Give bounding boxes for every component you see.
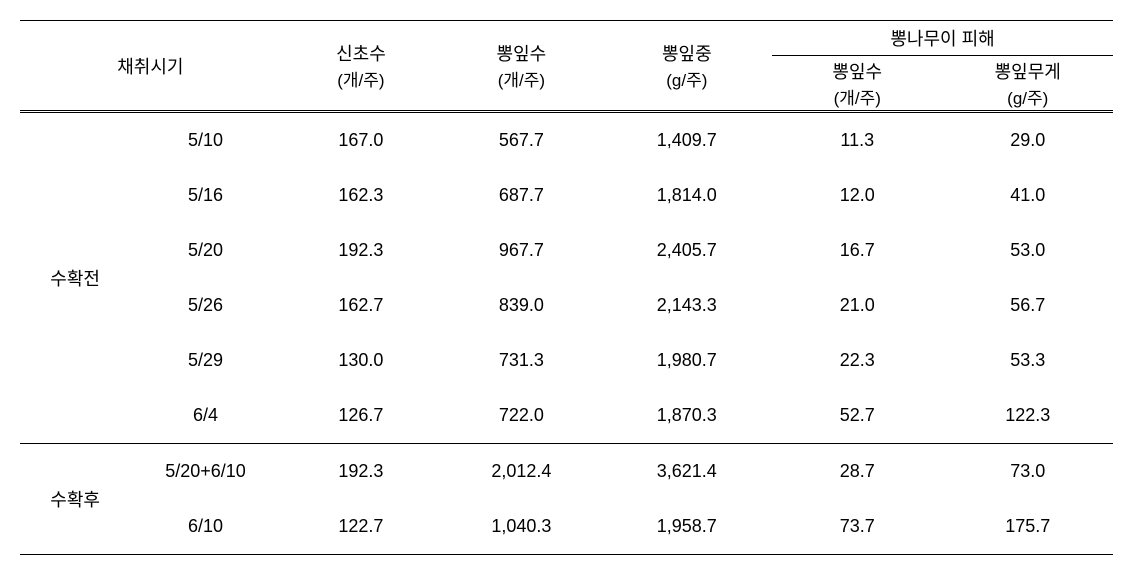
cell-value: 16.7 — [772, 223, 942, 278]
group-label: 채취시기 — [117, 57, 183, 77]
section-label: 수확후 — [20, 444, 130, 555]
cell-value: 967.7 — [441, 223, 601, 278]
col5-unit: (g/주) — [1007, 89, 1048, 108]
cell-value: 2,143.3 — [602, 278, 772, 333]
col1-title: 신초수 — [336, 44, 386, 64]
col2-unit: (개/주) — [498, 71, 545, 90]
col-header-1: 신초수 (개/주) — [281, 21, 441, 112]
cell-value: 73.7 — [772, 499, 942, 555]
cell-value: 53.0 — [942, 223, 1113, 278]
col4-unit: (개/주) — [834, 89, 881, 108]
cell-value: 41.0 — [942, 168, 1113, 223]
cell-value: 29.0 — [942, 112, 1113, 169]
table-row: 6/10 122.7 1,040.3 1,958.7 73.7 175.7 — [20, 499, 1113, 555]
cell-value: 1,814.0 — [602, 168, 772, 223]
cell-value: 167.0 — [281, 112, 441, 169]
cell-value: 192.3 — [281, 444, 441, 500]
cell-value: 192.3 — [281, 223, 441, 278]
cell-value: 130.0 — [281, 333, 441, 388]
cell-value: 22.3 — [772, 333, 942, 388]
cell-date: 5/20 — [130, 223, 280, 278]
cell-date: 5/16 — [130, 168, 280, 223]
cell-date: 6/10 — [130, 499, 280, 555]
col1-unit: (개/주) — [337, 71, 384, 90]
cell-date: 5/20+6/10 — [130, 444, 280, 500]
col-header-5: 뽕잎무게 (g/주) — [942, 56, 1113, 112]
col3-unit: (g/주) — [666, 71, 707, 90]
cell-value: 722.0 — [441, 388, 601, 444]
cell-value: 567.7 — [441, 112, 601, 169]
table-row: 5/20 192.3 967.7 2,405.7 16.7 53.0 — [20, 223, 1113, 278]
cell-value: 73.0 — [942, 444, 1113, 500]
cell-value: 1,980.7 — [602, 333, 772, 388]
cell-date: 5/26 — [130, 278, 280, 333]
cell-value: 1,958.7 — [602, 499, 772, 555]
cell-value: 122.3 — [942, 388, 1113, 444]
cell-value: 687.7 — [441, 168, 601, 223]
cell-value: 839.0 — [441, 278, 601, 333]
header-row-1: 채취시기 신초수 (개/주) 뽕잎수 (개/주) 뽕잎중 (g/주) 뽕나무이 … — [20, 21, 1113, 56]
col5-title: 뽕잎무게 — [995, 62, 1061, 82]
cell-value: 56.7 — [942, 278, 1113, 333]
col4-title: 뽕잎수 — [832, 62, 882, 82]
cell-value: 28.7 — [772, 444, 942, 500]
cell-value: 731.3 — [441, 333, 601, 388]
cell-value: 53.3 — [942, 333, 1113, 388]
cell-value: 122.7 — [281, 499, 441, 555]
col-header-2: 뽕잎수 (개/주) — [441, 21, 601, 112]
col-header-damage-group: 뽕나무이 피해 — [772, 21, 1113, 56]
table-row: 5/26 162.7 839.0 2,143.3 21.0 56.7 — [20, 278, 1113, 333]
col3-title: 뽕잎중 — [662, 44, 712, 64]
col2-title: 뽕잎수 — [497, 44, 547, 64]
cell-value: 11.3 — [772, 112, 942, 169]
cell-value: 2,012.4 — [441, 444, 601, 500]
col-header-3: 뽕잎중 (g/주) — [602, 21, 772, 112]
table-row: 5/16 162.3 687.7 1,814.0 12.0 41.0 — [20, 168, 1113, 223]
data-table: 채취시기 신초수 (개/주) 뽕잎수 (개/주) 뽕잎중 (g/주) 뽕나무이 … — [20, 20, 1113, 555]
table-row: 6/4 126.7 722.0 1,870.3 52.7 122.3 — [20, 388, 1113, 444]
cell-value: 2,405.7 — [602, 223, 772, 278]
cell-value: 1,040.3 — [441, 499, 601, 555]
cell-value: 21.0 — [772, 278, 942, 333]
cell-date: 6/4 — [130, 388, 280, 444]
cell-value: 162.7 — [281, 278, 441, 333]
cell-value: 162.3 — [281, 168, 441, 223]
col-header-4: 뽕잎수 (개/주) — [772, 56, 942, 112]
cell-value: 126.7 — [281, 388, 441, 444]
section-label: 수확전 — [20, 112, 130, 444]
cell-value: 52.7 — [772, 388, 942, 444]
cell-value: 12.0 — [772, 168, 942, 223]
col-header-group: 채취시기 — [20, 21, 281, 112]
cell-value: 175.7 — [942, 499, 1113, 555]
cell-value: 1,409.7 — [602, 112, 772, 169]
damage-group-label: 뽕나무이 피해 — [890, 29, 994, 49]
table-row: 수확전 5/10 167.0 567.7 1,409.7 11.3 29.0 — [20, 112, 1113, 169]
cell-date: 5/29 — [130, 333, 280, 388]
table-row: 수확후 5/20+6/10 192.3 2,012.4 3,621.4 28.7… — [20, 444, 1113, 500]
cell-date: 5/10 — [130, 112, 280, 169]
table-row: 5/29 130.0 731.3 1,980.7 22.3 53.3 — [20, 333, 1113, 388]
cell-value: 3,621.4 — [602, 444, 772, 500]
cell-value: 1,870.3 — [602, 388, 772, 444]
